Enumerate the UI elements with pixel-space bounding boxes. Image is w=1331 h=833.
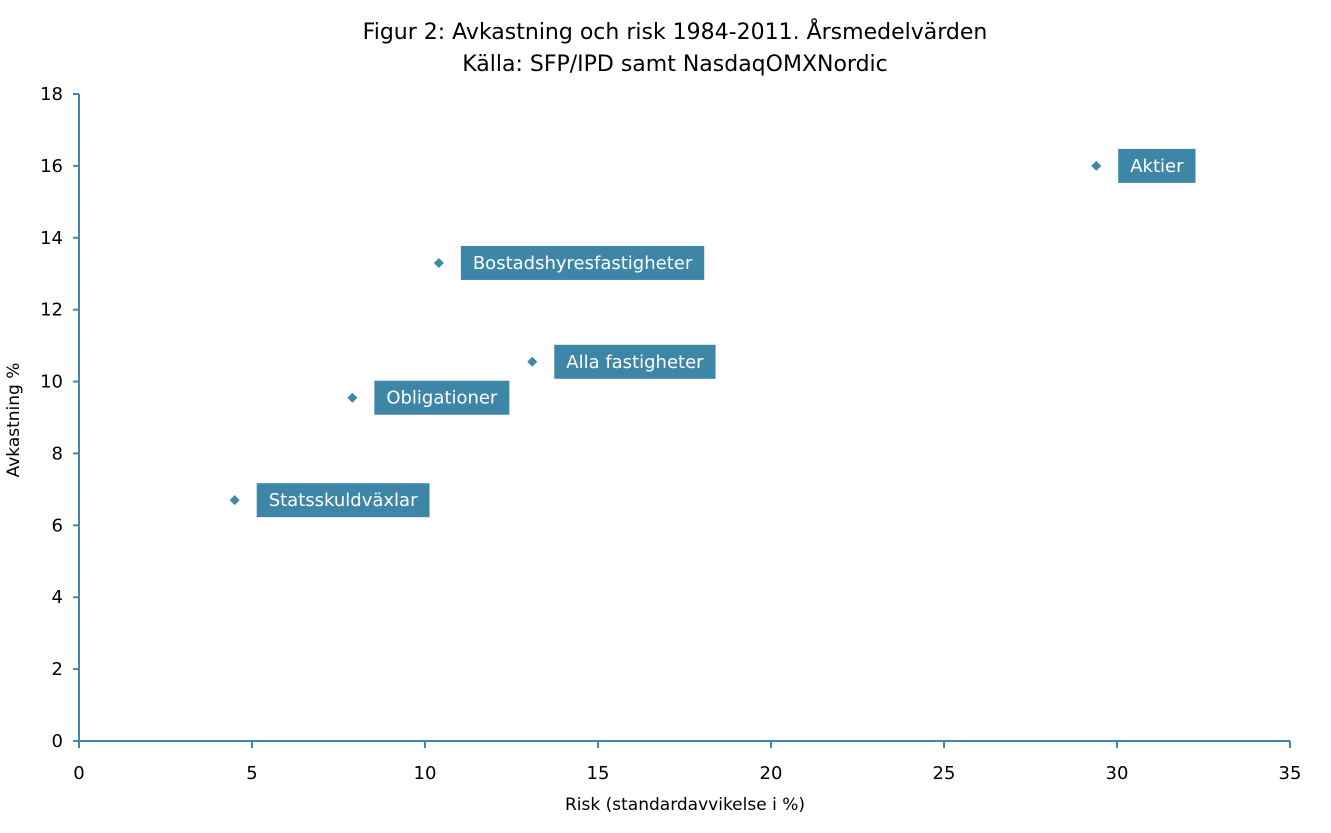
data-point: Alla fastigheter bbox=[527, 344, 716, 379]
data-point: Obligationer bbox=[347, 380, 510, 415]
point-label-box bbox=[374, 380, 510, 415]
x-tick-label: 30 bbox=[1106, 763, 1129, 784]
y-axis-ticks: 0 2 4 6 8 10 12 14 16 18 bbox=[40, 84, 79, 752]
point-marker bbox=[527, 356, 538, 367]
x-axis-ticks: 0 5 10 15 20 25 30 35 bbox=[73, 741, 1301, 784]
data-point: Statsskuldväxlar bbox=[229, 483, 430, 518]
y-tick-label: 12 bbox=[40, 300, 63, 321]
data-point: Aktier bbox=[1091, 148, 1196, 183]
chart-subtitle: Källa: SFP/IPD samt NasdaqOMXNordic bbox=[462, 52, 888, 77]
data-points: Aktier Bostadshyresfastigheter Alla fastig… bbox=[229, 148, 1196, 518]
x-tick-label: 5 bbox=[246, 763, 257, 784]
y-tick-label: 10 bbox=[40, 372, 63, 393]
point-label: Statsskuldväxlar bbox=[269, 490, 418, 511]
x-axis-title: Risk (standardavvikelse i %) bbox=[565, 795, 805, 815]
y-tick-label: 4 bbox=[52, 587, 63, 608]
x-tick-label: 20 bbox=[760, 763, 783, 784]
x-tick-label: 0 bbox=[73, 763, 84, 784]
y-tick-label: 8 bbox=[52, 443, 63, 464]
y-tick-label: 14 bbox=[40, 228, 63, 249]
y-tick-label: 2 bbox=[52, 659, 63, 680]
x-tick-label: 10 bbox=[414, 763, 437, 784]
point-label-box bbox=[256, 483, 430, 518]
point-label: Obligationer bbox=[386, 388, 498, 409]
point-marker bbox=[347, 392, 358, 403]
point-marker bbox=[433, 257, 444, 268]
chart-title: Figur 2: Avkastning och risk 1984-2011. … bbox=[363, 18, 988, 45]
y-tick-label: 6 bbox=[52, 515, 63, 536]
x-tick-label: 35 bbox=[1279, 763, 1302, 784]
point-label: Alla fastigheter bbox=[566, 352, 704, 373]
y-tick-label: 16 bbox=[40, 156, 63, 177]
point-marker bbox=[229, 495, 240, 506]
point-label: Aktier bbox=[1130, 156, 1184, 177]
y-tick-label: 18 bbox=[40, 84, 63, 105]
y-tick-label: 0 bbox=[52, 731, 63, 752]
data-point: Bostadshyresfastigheter bbox=[433, 245, 705, 280]
x-tick-label: 25 bbox=[933, 763, 956, 784]
point-label: Bostadshyresfastigheter bbox=[473, 253, 693, 274]
point-label-box bbox=[554, 344, 716, 379]
point-label-box bbox=[460, 245, 705, 280]
y-axis-title: Avkastning % bbox=[4, 363, 24, 478]
point-marker bbox=[1091, 160, 1102, 171]
x-tick-label: 15 bbox=[587, 763, 610, 784]
point-label-box bbox=[1118, 148, 1196, 183]
